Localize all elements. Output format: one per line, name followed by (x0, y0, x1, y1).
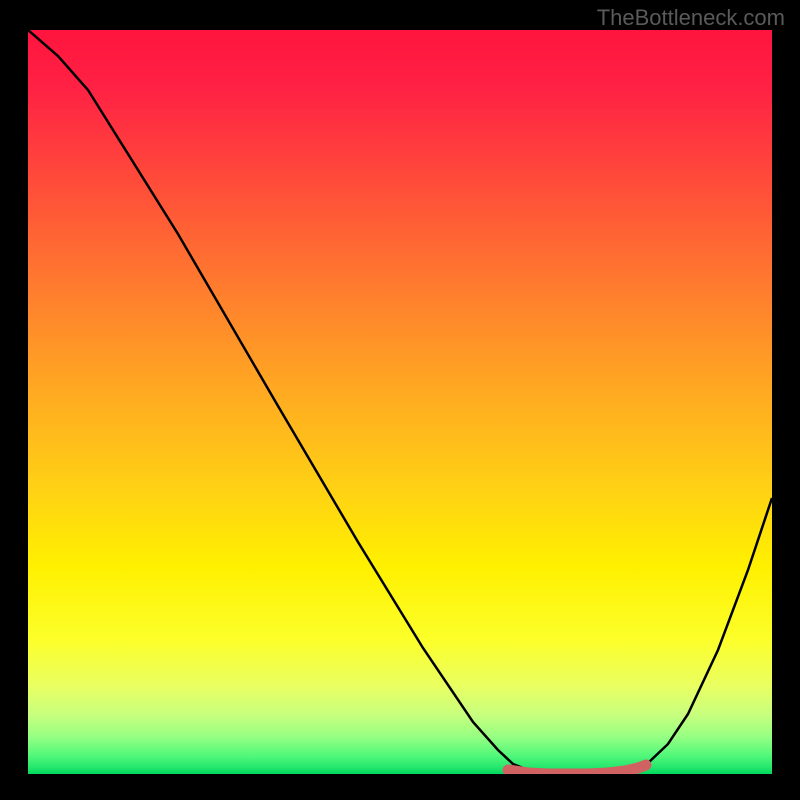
chart-svg (28, 30, 772, 774)
chart-plot-area (28, 30, 772, 774)
watermark-text: TheBottleneck.com (597, 5, 785, 31)
gradient-background (28, 30, 772, 774)
